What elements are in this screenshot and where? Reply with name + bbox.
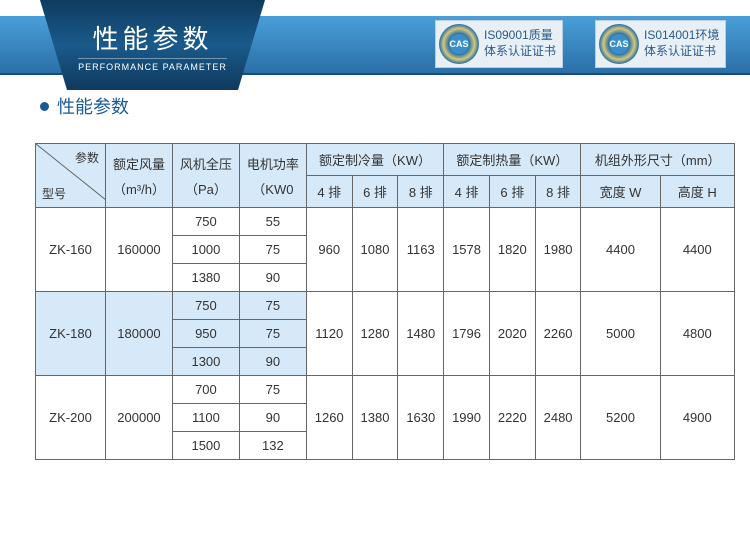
cell-c4: 960 [306,208,352,292]
cell-power: 75 [239,292,306,320]
col-c4: 4 排 [306,176,352,208]
col-h8: 8 排 [535,176,581,208]
cell-h4: 1796 [444,292,490,376]
col-cooling: 额定制冷量（KW） [306,144,443,176]
cell-power: 90 [239,348,306,376]
cell-h4: 1990 [444,376,490,460]
cell-power: 132 [239,432,306,460]
cell-h8: 1980 [535,208,581,292]
section-heading: 性能参数 [40,93,720,119]
bullet-icon [40,102,49,111]
cert-line: IS014001环境 [644,28,719,44]
col-c6: 6 排 [352,176,398,208]
h-unit: （KW0 [242,179,304,198]
h-unit: （m³/h） [108,179,170,198]
spec-table: 参数 型号 额定风量 （m³/h） 风机全压 （Pa） 电机功率 （KW0 额定… [35,143,735,460]
cell-pressure: 1300 [172,348,239,376]
cell-w: 5200 [581,376,660,460]
col-dims: 机组外形尺寸（mm） [581,144,735,176]
cell-pressure: 1100 [172,404,239,432]
table-wrapper: 参数 型号 额定风量 （m³/h） 风机全压 （Pa） 电机功率 （KW0 额定… [0,143,750,475]
cas-badge-icon: CAS [599,24,639,64]
cell-power: 75 [239,236,306,264]
cell-airflow: 200000 [106,376,173,460]
cell-h6: 2220 [489,376,535,460]
h-text: 电机功率 [242,154,304,173]
cell-h8: 2480 [535,376,581,460]
cert-badge-1: CAS IS09001质量 体系认证证书 [435,20,563,68]
banner-tab: 性能参数 PERFORMANCE PARAMETER [40,0,265,90]
cell-model: ZK-180 [36,292,106,376]
cell-power: 90 [239,404,306,432]
table-head: 参数 型号 额定风量 （m³/h） 风机全压 （Pa） 电机功率 （KW0 额定… [36,144,735,208]
cert-line: IS09001质量 [484,28,556,44]
cell-pressure: 750 [172,208,239,236]
cell-c6: 1380 [352,376,398,460]
cell-w: 4400 [581,208,660,292]
cell-pressure: 1380 [172,264,239,292]
h-text: 风机全压 [175,154,237,173]
banner-title: 性能参数 [92,19,212,56]
cell-c4: 1120 [306,292,352,376]
table-body: ZK-1601600007505596010801163157818201980… [36,208,735,460]
cell-c8: 1480 [398,292,444,376]
col-h: 高度 H [660,176,734,208]
cell-c4: 1260 [306,376,352,460]
cell-pressure: 1000 [172,236,239,264]
col-power: 电机功率 （KW0 [239,144,306,208]
cert-text-2: IS014001环境 体系认证证书 [644,28,719,59]
cas-badge-icon: CAS [439,24,479,64]
h-text: 额定风量 [108,154,170,173]
col-w: 宽度 W [581,176,660,208]
diag-bot: 型号 [42,185,66,202]
cell-pressure: 1500 [172,432,239,460]
cert-badge-2: CAS IS014001环境 体系认证证书 [595,20,726,68]
cell-h8: 2260 [535,292,581,376]
cell-h6: 1820 [489,208,535,292]
diag-top: 参数 [75,149,99,166]
cert-text-1: IS09001质量 体系认证证书 [484,28,556,59]
cell-h6: 2020 [489,292,535,376]
h-unit: （Pa） [175,179,237,198]
cell-w: 5000 [581,292,660,376]
diag-header: 参数 型号 [36,144,106,208]
cell-c8: 1630 [398,376,444,460]
cell-c8: 1163 [398,208,444,292]
cell-power: 75 [239,376,306,404]
cell-model: ZK-200 [36,376,106,460]
cell-pressure: 700 [172,376,239,404]
col-h6: 6 排 [489,176,535,208]
cell-power: 90 [239,264,306,292]
cell-airflow: 180000 [106,292,173,376]
col-heating: 额定制热量（KW） [444,144,581,176]
col-h4: 4 排 [444,176,490,208]
col-c8: 8 排 [398,176,444,208]
cell-h: 4400 [660,208,734,292]
banner-subtitle: PERFORMANCE PARAMETER [78,58,227,72]
cell-h: 4800 [660,292,734,376]
col-pressure: 风机全压 （Pa） [172,144,239,208]
cell-c6: 1080 [352,208,398,292]
cell-power: 55 [239,208,306,236]
cell-power: 75 [239,320,306,348]
cell-airflow: 160000 [106,208,173,292]
cell-c6: 1280 [352,292,398,376]
cell-model: ZK-160 [36,208,106,292]
cell-pressure: 750 [172,292,239,320]
cell-pressure: 950 [172,320,239,348]
cell-h4: 1578 [444,208,490,292]
cert-line: 体系认证证书 [484,44,556,60]
cert-line: 体系认证证书 [644,44,719,60]
section-title: 性能参数 [57,93,129,119]
cell-h: 4900 [660,376,734,460]
col-airflow: 额定风量 （m³/h） [106,144,173,208]
banner: 性能参数 PERFORMANCE PARAMETER CAS IS09001质量… [0,0,750,75]
